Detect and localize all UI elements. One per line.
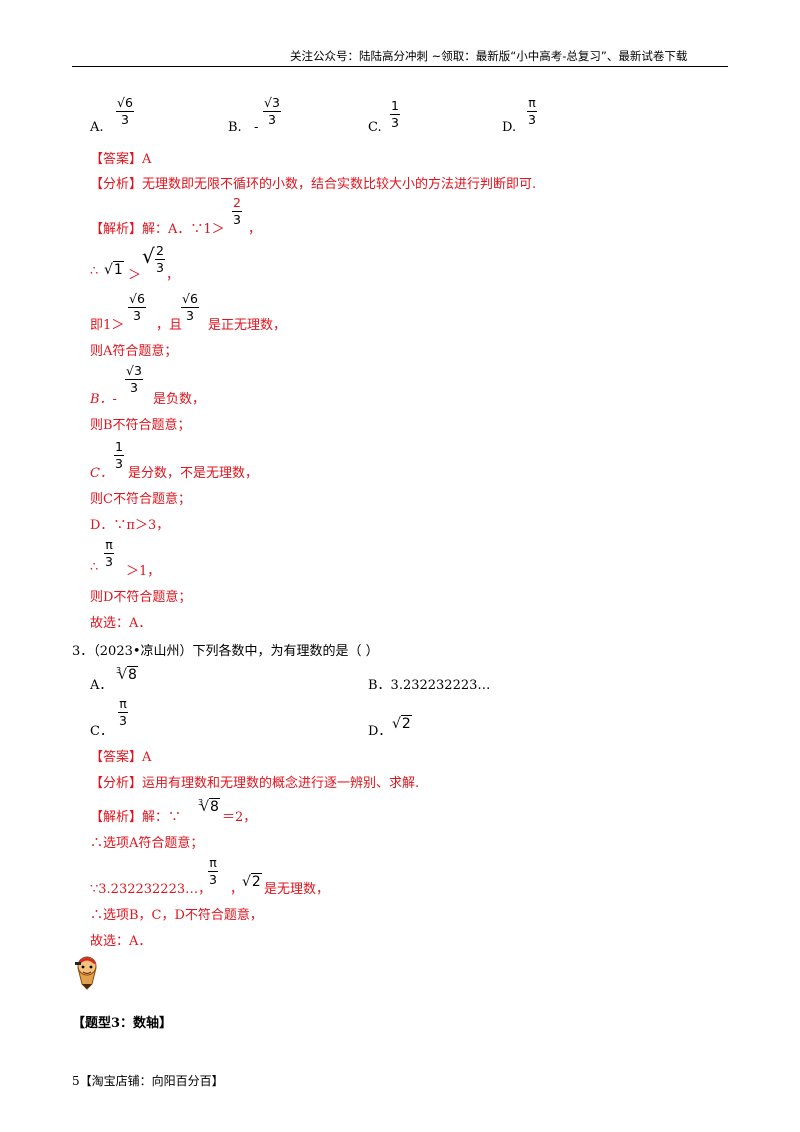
q3-sol-line5: 故选：A． xyxy=(90,934,152,949)
q3-option-d-label: D． xyxy=(368,724,392,739)
q2-sol-line11: 则D不符合题意； xyxy=(90,590,192,605)
q3-sol-line1-cuberoot: 3√8 xyxy=(198,798,220,815)
q3-answer: 【答案】A xyxy=(90,750,152,765)
q2-sol-line5-fraction: √3 3 xyxy=(125,363,143,395)
q3-analysis: 【分析】运用有理数和无理数的概念进行逐一辨别、求解. xyxy=(90,776,420,791)
q3-sol-line3-radical: √2 xyxy=(242,873,262,890)
q2-sol-line6: 则B不符合题意； xyxy=(90,418,191,433)
pencil-mascot-icon xyxy=(75,956,97,990)
q3-sol-line1: 【解析】解：∵ xyxy=(90,810,182,825)
q3-stem: 3．（2023•凉山州）下列各数中，为有理数的是（ ） xyxy=(72,644,379,659)
q3-sol-line4: ∴选项B，C，D不符合题意， xyxy=(90,908,263,923)
q2-sol-line3-fraction1: √6 3 xyxy=(128,291,146,323)
page-footer: 5【淘宝店铺：向阳百分百】 xyxy=(72,1074,224,1088)
option-d-label: D. xyxy=(502,120,517,135)
option-c-label: C. xyxy=(368,120,382,135)
q3-sol-line3: ∵3.232232223…， xyxy=(90,882,212,897)
q2-sol-line9: D．∵π＞3， xyxy=(90,518,170,533)
header-rule xyxy=(72,66,728,67)
q3-option-a-cuberoot: 3√8 xyxy=(116,666,138,683)
q2-sol-line12: 故选：A． xyxy=(90,616,152,631)
q2-answer: 【答案】A xyxy=(90,152,152,167)
q3-option-a-label: A． xyxy=(90,678,113,693)
q3-option-b: B．3.232232223… xyxy=(368,678,491,693)
q2-sol-line2-sqrt: √ xyxy=(142,244,155,268)
option-b-minus: - xyxy=(254,120,259,135)
q2-sol-line7: C． xyxy=(90,466,113,481)
q3-sol-line2: ∴选项A符合题意； xyxy=(90,836,204,851)
option-b-label: B. xyxy=(228,120,242,135)
q3-option-c-label: C． xyxy=(90,724,113,739)
option-b-fraction: √3 3 xyxy=(263,95,281,127)
option-a-fraction: √6 3 xyxy=(116,95,134,127)
q2-sol-line2-radical: √1 xyxy=(104,261,124,278)
q3-option-d-radical: √2 xyxy=(392,715,412,732)
q2-sol-line3-fraction2: √6 3 xyxy=(181,291,199,323)
q2-sol-line5: B．- xyxy=(90,392,117,407)
page-header: 关注公众号：陆陆高分冲刺 ~领取：最新版“小中高考-总复习”、最新试卷下载 xyxy=(290,49,688,63)
section-title: 【题型3：数轴】 xyxy=(72,1016,173,1031)
q2-sol-line4: 则A符合题意； xyxy=(90,344,178,359)
q2-sol-line3: 即1＞ xyxy=(90,318,125,333)
q2-sol-line10: ∴ xyxy=(90,560,99,575)
q2-sol-line2: ∴ xyxy=(90,264,99,279)
q2-sol-line1: 【解析】解：A．∵1＞ xyxy=(90,222,225,237)
q2-analysis: 【分析】无理数即无限不循环的小数，结合实数比较大小的方法进行判断即可. xyxy=(90,177,537,192)
option-a-label: A. xyxy=(90,120,104,135)
q2-sol-line8: 则C不符合题意； xyxy=(90,492,191,507)
